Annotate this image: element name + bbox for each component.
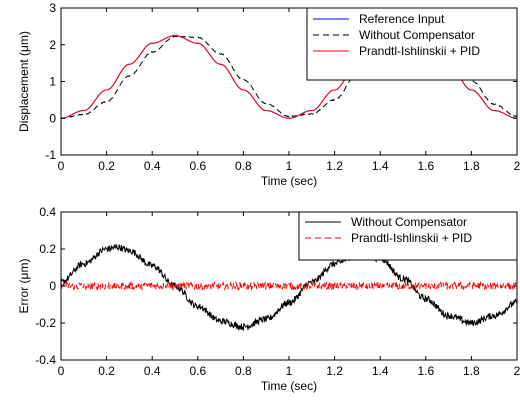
y-tick-label-top: 0 bbox=[49, 111, 56, 125]
x-tick-label-top: 1.8 bbox=[463, 159, 480, 173]
x-tick-label-bottom: 0.4 bbox=[144, 364, 161, 378]
x-tick-label-top: 1.4 bbox=[372, 159, 389, 173]
x-tick-label-top: 1 bbox=[286, 159, 293, 173]
x-axis-label-top: Time (sec) bbox=[261, 174, 317, 188]
legend-label-bottom-0: Without Compensator bbox=[351, 215, 467, 229]
x-tick-label-bottom: 1.6 bbox=[417, 364, 434, 378]
x-tick-label-bottom: 0 bbox=[58, 364, 65, 378]
x-tick-label-bottom: 1.2 bbox=[326, 364, 343, 378]
x-axis-label-bottom: Time (sec) bbox=[261, 379, 317, 393]
x-tick-label-top: 1.6 bbox=[417, 159, 434, 173]
y-tick-label-bottom: -0.4 bbox=[35, 353, 56, 367]
y-tick-label-bottom: -0.2 bbox=[35, 316, 56, 330]
x-tick-label-bottom: 0.2 bbox=[98, 364, 115, 378]
y-tick-label-top: -1 bbox=[45, 148, 56, 162]
y-tick-label-bottom: 0.2 bbox=[39, 242, 56, 256]
legend-box-top bbox=[306, 7, 518, 81]
error-plot: 0 0.2 0.4 0.6 0.8 1 1.2 1.4 1.6 1.8 2 -0.4 -0.2 0 0.2 0… bbox=[17, 205, 520, 393]
y-axis-label-top: Displacement (μm) bbox=[17, 31, 31, 132]
x-tick-label-top: 0.6 bbox=[189, 159, 206, 173]
x-tick-label-top: 0.8 bbox=[235, 159, 252, 173]
y-tick-label-bottom: 0 bbox=[49, 279, 56, 293]
legend-label-top-0: Reference Input bbox=[359, 12, 445, 26]
x-tick-label-top: 0 bbox=[58, 159, 65, 173]
x-tick-label-bottom: 1.8 bbox=[463, 364, 480, 378]
x-tick-label-bottom: 0.6 bbox=[189, 364, 206, 378]
x-tick-label-bottom: 1 bbox=[286, 364, 293, 378]
legend-label-top-1: Without Compensator bbox=[359, 28, 475, 42]
legend-label-top-2: Prandtl-Ishlinskii + PID bbox=[359, 44, 480, 58]
series-line-bottom-0 bbox=[61, 243, 517, 332]
y-tick-label-top: 1 bbox=[49, 75, 56, 89]
legend-bottom: Without Compensator Prandtl-Ishlinskii + … bbox=[298, 211, 518, 261]
x-tick-label-bottom: 0.8 bbox=[235, 364, 252, 378]
x-tick-label-bottom: 2 bbox=[514, 364, 520, 378]
x-tick-label-top: 1.2 bbox=[326, 159, 343, 173]
x-tick-label-top: 0.2 bbox=[98, 159, 115, 173]
legend-top: Reference Input Without Compensator Prandt… bbox=[306, 7, 518, 81]
y-axis-label-bottom: Error (μm) bbox=[17, 259, 31, 314]
x-tick-label-top: 0.4 bbox=[144, 159, 161, 173]
y-tick-label-top: 2 bbox=[49, 38, 56, 52]
x-tick-label-bottom: 1.4 bbox=[372, 364, 389, 378]
y-tick-label-bottom: 0.4 bbox=[39, 205, 56, 219]
legend-box-bottom bbox=[298, 211, 518, 261]
series-line-bottom-1 bbox=[61, 280, 517, 292]
y-tick-label-top: 3 bbox=[49, 1, 56, 15]
x-tick-label-top: 2 bbox=[514, 159, 520, 173]
legend-label-bottom-1: Prandtl-Ishlinskii + PID bbox=[351, 231, 472, 245]
